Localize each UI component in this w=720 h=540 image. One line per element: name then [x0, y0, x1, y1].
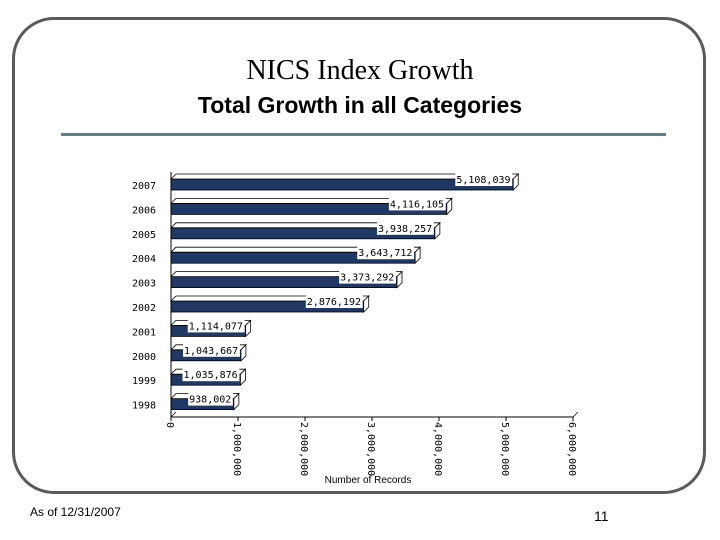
data-label-2003: 3,373,292	[340, 273, 394, 284]
x-axis-depth-left	[170, 411, 177, 418]
x-axis-depth-right	[572, 411, 579, 418]
data-label-2007: 5,108,039	[456, 175, 510, 186]
category-label-2001: 2001	[132, 327, 156, 338]
data-label-1999: 1,035,876	[184, 370, 238, 381]
category-label-2003: 2003	[132, 279, 156, 290]
data-labels-group: 5,108,039 4,116,105 3,938,257 3,643,712 3,37…	[182, 173, 513, 406]
x-tick-label-4: 4,000,000	[432, 422, 443, 476]
bar-side-2003	[396, 270, 403, 289]
data-label-2001: 1,114,077	[189, 321, 243, 332]
data-label-2004: 3,643,712	[358, 248, 412, 259]
x-tick-label-2: 2,000,000	[298, 422, 309, 476]
x-axis-label: Number of Records	[325, 475, 412, 486]
data-label-2000: 1,043,667	[184, 346, 238, 357]
footer-date: As of 12/31/2007	[30, 505, 121, 519]
category-label-2002: 2002	[132, 303, 156, 314]
bar-side-2005	[434, 221, 441, 240]
data-label-bg-2007	[455, 173, 513, 186]
slide-subtitle: Total Growth in all Categories	[197, 92, 523, 118]
slide-frame	[12, 17, 706, 494]
data-label-bg-1998	[188, 392, 233, 406]
title-divider	[61, 133, 666, 136]
category-label-1998: 1998	[132, 401, 156, 412]
data-label-2005: 3,938,257	[378, 224, 432, 235]
bar-side-2000	[240, 343, 247, 362]
bar-side-1998	[233, 392, 240, 411]
x-axis-group: 0 1,000,000 2,000,000 3,000,000 4,000,000 5,0…	[164, 172, 579, 476]
x-tick-label-5: 5,000,000	[499, 422, 510, 476]
x-tick-label-0: 0	[164, 422, 175, 428]
data-label-bg-1999	[182, 368, 240, 382]
data-label-bg-2002	[305, 295, 363, 308]
category-labels-group: 2007 2006 2005 2004 2003 2002 2001 2000 1999 1998	[132, 181, 156, 412]
bar-side-2002	[363, 295, 370, 313]
bar-side-2001	[245, 319, 252, 338]
data-label-bg-2005	[376, 221, 434, 235]
category-label-2006: 2006	[132, 205, 156, 216]
x-tick-label-1: 1,000,000	[231, 422, 242, 476]
category-label-2005: 2005	[132, 230, 156, 241]
bar-side-2006	[446, 197, 453, 216]
data-label-2006: 4,116,105	[390, 199, 444, 210]
category-label-1999: 1999	[132, 376, 156, 387]
bar-side-2004	[414, 246, 421, 265]
data-label-1998: 938,002	[189, 395, 231, 406]
bar-side-1999	[240, 368, 246, 387]
data-label-bg-2006	[388, 197, 446, 211]
category-label-2007: 2007	[132, 181, 156, 192]
category-label-2004: 2004	[132, 254, 156, 265]
data-label-2002: 2,876,192	[307, 297, 361, 308]
x-tick-label-3: 3,000,000	[365, 422, 376, 476]
data-label-bg-2004	[357, 246, 415, 260]
bar-side-2007	[512, 173, 519, 191]
slide-title: NICS Index Growth	[246, 55, 474, 86]
data-label-bg-2000	[183, 343, 240, 357]
data-label-bg-2001	[187, 319, 245, 333]
category-label-2000: 2000	[132, 352, 156, 363]
page-number: 11	[594, 508, 609, 524]
data-label-bg-2003	[339, 270, 397, 284]
x-tick-label-6: 6,000,000	[566, 422, 577, 476]
